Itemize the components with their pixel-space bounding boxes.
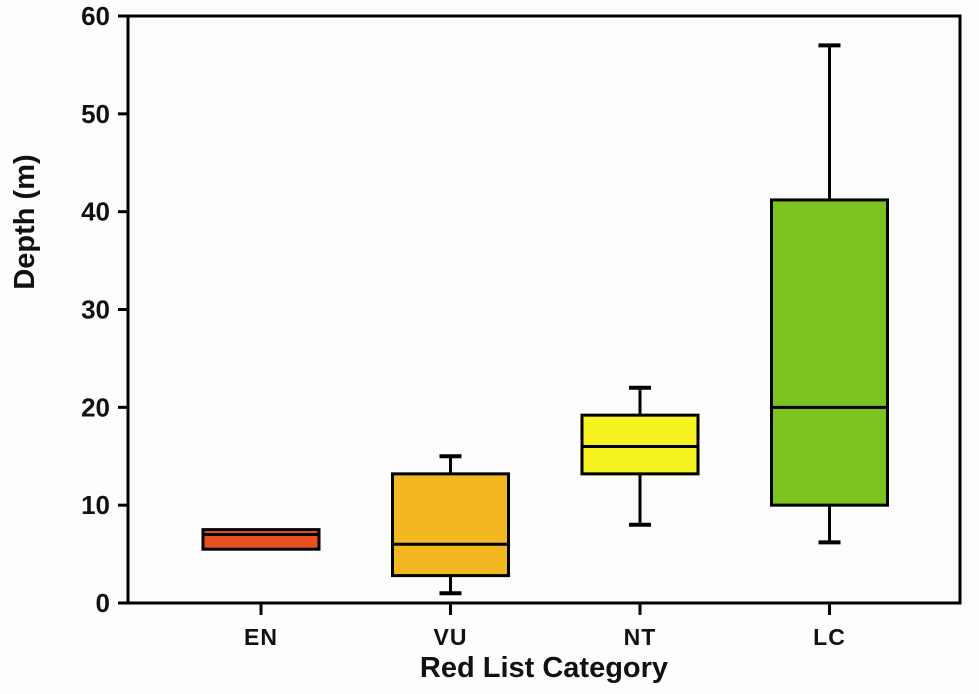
x-axis-title: Red List Category	[420, 652, 668, 684]
box-VU	[391, 472, 510, 578]
x-category-label-lc: LC	[813, 624, 846, 650]
x-category-label-vu: VU	[434, 624, 468, 650]
y-axis-title: Depth (m)	[9, 154, 41, 289]
box-EN	[201, 528, 321, 551]
y-tick-label: 30	[81, 295, 110, 325]
box-NT	[580, 413, 700, 476]
x-category-label-nt: NT	[624, 624, 657, 650]
box-LC	[770, 198, 889, 507]
y-tick-label: 20	[81, 392, 110, 422]
y-tick-label: 0	[96, 588, 110, 618]
y-tick-label: 50	[81, 99, 110, 129]
y-tick-label: 60	[81, 1, 110, 31]
y-tick-label: 40	[81, 197, 110, 227]
y-tick-label: 10	[81, 490, 110, 520]
plot-frame	[126, 14, 962, 605]
x-category-label-en: EN	[244, 624, 278, 650]
